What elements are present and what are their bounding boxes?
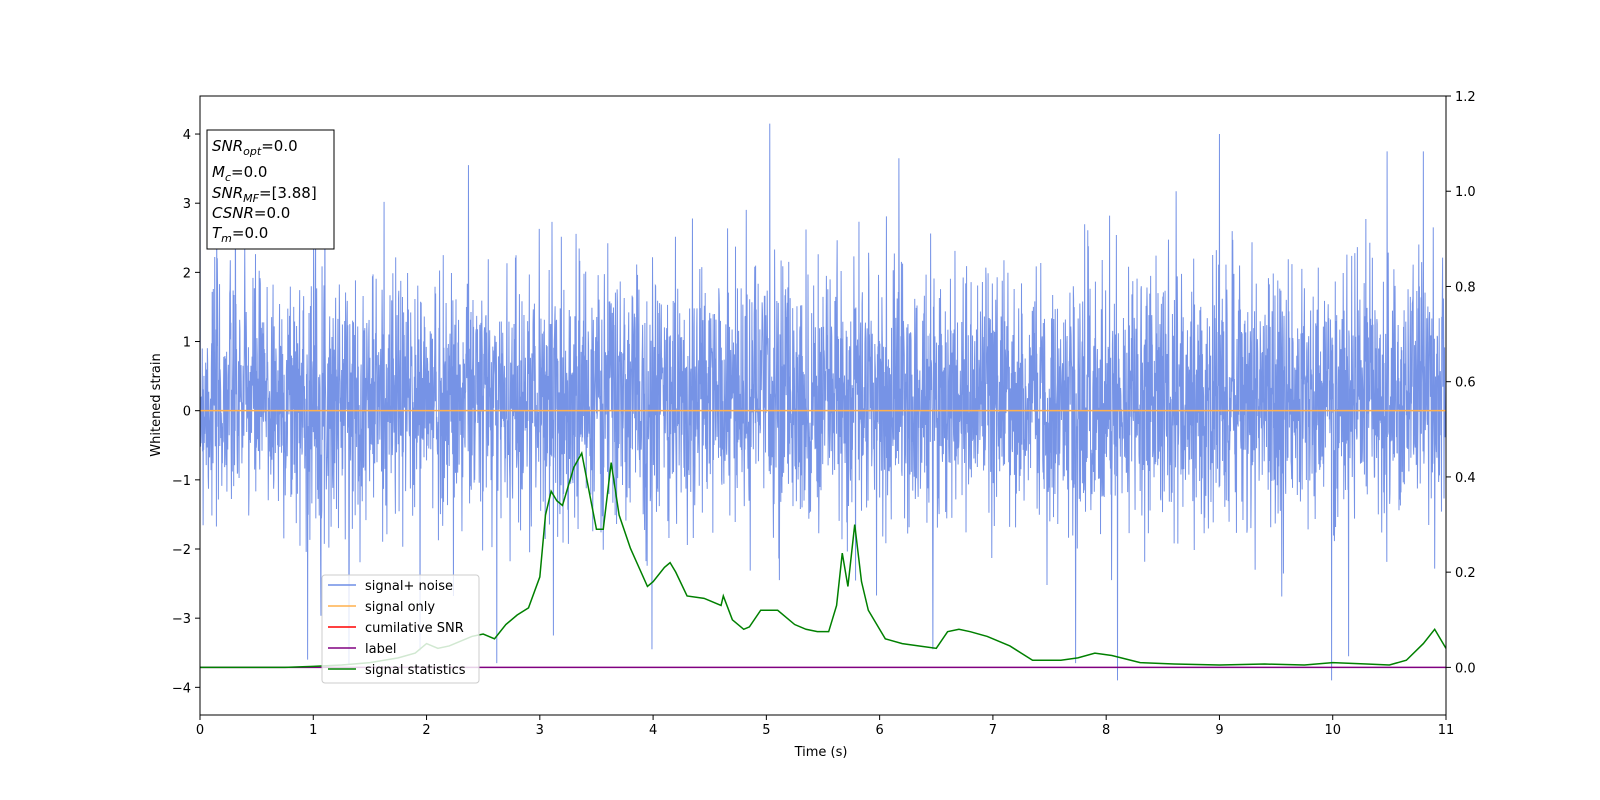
y-axis-label: Whitened strain <box>149 353 164 456</box>
x-axis-label: Time (s) <box>794 745 848 760</box>
x-tick-label: 3 <box>536 723 544 738</box>
signal-noise-line <box>199 123 1447 681</box>
legend-label-cumulative-snr: cumilative SNR <box>365 621 464 636</box>
legend-frame <box>321 574 480 684</box>
y2-tick-label: 0.2 <box>1455 566 1476 581</box>
info-snr-mf: SNRMF=[3.88] <box>212 184 317 205</box>
plot-frame <box>199 95 1447 716</box>
info-box-frame <box>206 129 335 250</box>
y-tick-label: 1 <box>183 336 191 351</box>
legend-label-signal-only: signal only <box>365 600 435 615</box>
y-tick-label: −2 <box>172 543 191 558</box>
y-tick-label: 2 <box>183 266 191 281</box>
y2-tick-label: 1.0 <box>1455 185 1476 200</box>
signal-noise-series <box>199 123 1447 681</box>
y2-tick-label: 0.8 <box>1455 280 1476 295</box>
info-tm: Tm=0.0 <box>212 224 268 245</box>
y2-tick-label: 1.2 <box>1455 90 1476 105</box>
y-tick-label: 4 <box>183 128 191 143</box>
x-tick-label: 2 <box>422 723 430 738</box>
info-csnr: CSNR=0.0 <box>212 204 290 222</box>
x-tick-label: 7 <box>989 723 997 738</box>
x-tick-label: 5 <box>762 723 770 738</box>
legend-label-signal-statistics: signal statistics <box>365 663 466 678</box>
info-box: SNRopt=0.0 Mc=0.0 SNRMF=[3.88] CSNR=0.0 … <box>206 129 335 250</box>
y-tick-label: 3 <box>183 197 191 212</box>
legend: signal+ noise signal only cumilative SNR… <box>321 574 480 684</box>
y2-tick-label: 0.6 <box>1455 376 1476 391</box>
y-tick-label: −3 <box>172 612 191 627</box>
y-tick-label: 0 <box>183 405 191 420</box>
y-axis-ticks: −4 −3 −2 −1 0 1 2 3 4 <box>172 128 200 696</box>
x-tick-label: 9 <box>1215 723 1223 738</box>
y2-axis-ticks: 0.0 0.2 0.4 0.6 0.8 1.0 1.2 <box>1446 90 1476 676</box>
x-tick-label: 0 <box>196 723 204 738</box>
x-tick-label: 11 <box>1438 723 1455 738</box>
y2-tick-label: 0.4 <box>1455 471 1476 486</box>
x-axis-ticks: 0 1 2 3 4 5 6 7 8 9 10 11 <box>196 715 1454 738</box>
x-tick-label: 8 <box>1102 723 1110 738</box>
legend-label-label: label <box>365 642 396 657</box>
info-mc: Mc=0.0 <box>212 163 267 184</box>
x-tick-label: 1 <box>309 723 317 738</box>
legend-label-signal-noise: signal+ noise <box>365 579 453 594</box>
y-tick-label: −4 <box>172 681 191 696</box>
y2-tick-label: 0.0 <box>1455 661 1476 676</box>
info-snr-opt: SNRopt=0.0 <box>212 137 298 158</box>
x-tick-label: 4 <box>649 723 657 738</box>
x-tick-label: 10 <box>1324 723 1341 738</box>
y-tick-label: −1 <box>172 474 191 489</box>
x-tick-label: 6 <box>875 723 883 738</box>
signal-statistics-line <box>200 450 1447 669</box>
